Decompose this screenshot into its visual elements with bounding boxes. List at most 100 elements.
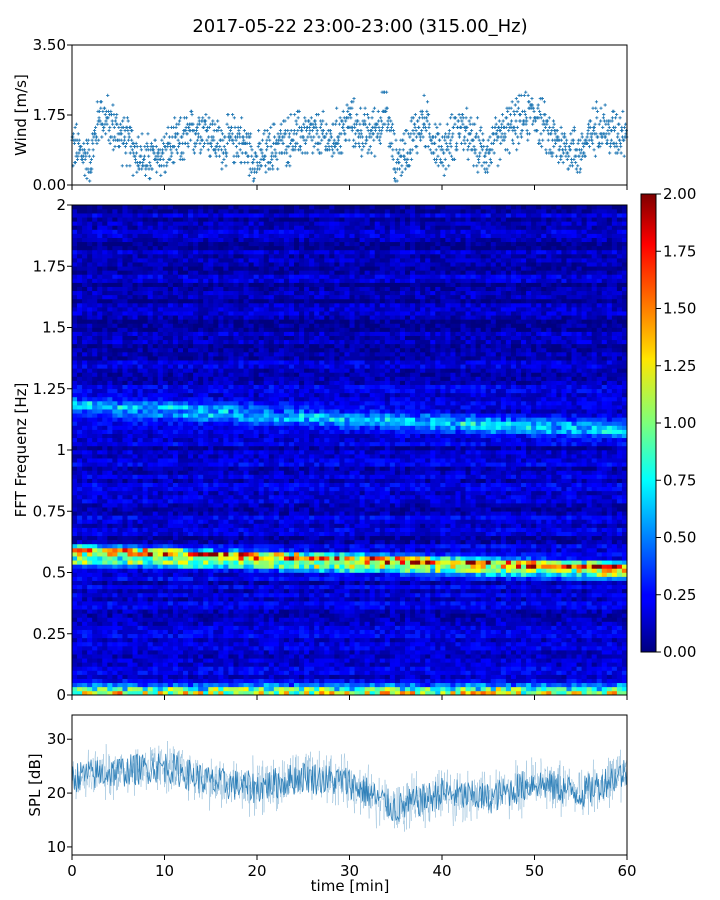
wind-point bbox=[101, 129, 105, 133]
spectrogram-cell bbox=[188, 572, 194, 577]
spectrogram-cell bbox=[536, 576, 542, 581]
spectrogram-cell bbox=[440, 601, 446, 606]
spectrogram-cell bbox=[122, 625, 128, 630]
spectrogram-cell bbox=[92, 580, 98, 586]
spectrogram-cell bbox=[142, 568, 148, 573]
spectrogram-cell bbox=[465, 597, 471, 602]
spectrogram-cell bbox=[591, 674, 598, 679]
spectrogram-cell bbox=[490, 686, 497, 692]
spectrogram-cell bbox=[72, 576, 78, 581]
spectrogram-cell bbox=[248, 597, 254, 602]
spectrogram-cell bbox=[157, 674, 164, 679]
spectrogram-cell bbox=[304, 646, 310, 651]
spectrogram-cell bbox=[551, 682, 557, 688]
spectrogram-cell bbox=[278, 641, 285, 647]
spectrogram-cell bbox=[117, 654, 123, 659]
spectrogram-cell bbox=[314, 621, 320, 626]
spectrogram-cell bbox=[112, 666, 118, 671]
spectrogram-cell bbox=[430, 646, 436, 651]
spectrogram-cell bbox=[319, 633, 325, 639]
spectrogram-cell bbox=[82, 637, 88, 643]
spectrogram-cell bbox=[531, 572, 537, 577]
spectrogram-cell bbox=[97, 588, 103, 594]
spectrogram-cell bbox=[183, 568, 189, 573]
spectrogram-cell bbox=[435, 670, 441, 675]
spectrogram-cell bbox=[455, 625, 461, 630]
spectrogram-cell bbox=[379, 613, 386, 618]
wind-point bbox=[207, 116, 211, 120]
spectrogram-cell bbox=[112, 568, 118, 573]
spectrogram-cell bbox=[475, 572, 481, 577]
spectrogram-cell bbox=[137, 646, 143, 651]
spectrogram-cell bbox=[384, 584, 391, 590]
spectrogram-cell bbox=[218, 674, 224, 679]
spectrogram-cell bbox=[495, 629, 502, 635]
spectrogram-cell bbox=[611, 621, 618, 626]
wind-point bbox=[115, 113, 119, 117]
spectrogram-cell bbox=[405, 609, 411, 614]
spectrogram-cell bbox=[455, 601, 461, 606]
spectrogram-cell bbox=[495, 662, 502, 667]
spectrogram-cell bbox=[162, 654, 169, 659]
spectrogram-cell bbox=[410, 674, 416, 679]
spectrogram-cell bbox=[616, 666, 623, 671]
spectrogram-cell bbox=[193, 625, 199, 630]
wind-point bbox=[234, 138, 238, 142]
spectrogram-cell bbox=[228, 682, 234, 688]
spectrogram-cell bbox=[203, 654, 209, 659]
spectrogram-cell bbox=[132, 654, 138, 659]
spectrogram-cell bbox=[445, 609, 451, 614]
spectrogram-cell bbox=[162, 658, 169, 663]
wind-point bbox=[91, 148, 95, 152]
spectrogram-cell bbox=[369, 646, 376, 651]
spectrogram-cell bbox=[132, 629, 138, 635]
wind-point bbox=[131, 173, 135, 177]
spectrogram-cell bbox=[425, 646, 431, 651]
spectrogram-cell bbox=[324, 629, 330, 635]
spectrogram-cell bbox=[344, 629, 350, 635]
spectrogram-cell bbox=[263, 572, 270, 577]
wind-point bbox=[110, 122, 115, 126]
spectrogram-cell bbox=[238, 674, 244, 679]
spectrogram-cell bbox=[359, 637, 365, 643]
spectrogram-cell bbox=[571, 674, 577, 679]
spectrogram-cell bbox=[435, 646, 441, 651]
spectrogram-cell bbox=[299, 678, 305, 684]
spectrogram-cell bbox=[92, 658, 98, 663]
spectrogram-cell bbox=[369, 633, 376, 639]
spectrogram-cell bbox=[203, 588, 209, 594]
spectrogram-cell bbox=[536, 605, 542, 610]
spectrogram-cell bbox=[288, 637, 295, 643]
spectrogram-cell bbox=[268, 662, 275, 667]
spectrogram-cell bbox=[283, 682, 290, 688]
spectrogram-cell bbox=[268, 686, 275, 692]
spectrogram-cell bbox=[172, 674, 179, 679]
spectrogram-cell bbox=[283, 576, 290, 581]
spectrogram-cell bbox=[561, 592, 567, 598]
wind-point bbox=[123, 145, 128, 149]
spectrogram-cell bbox=[359, 629, 365, 635]
spectrogram-cell bbox=[107, 576, 113, 581]
spectrogram-cell bbox=[425, 637, 431, 643]
spectrogram-cell bbox=[566, 637, 572, 643]
spectrogram-cell bbox=[621, 674, 628, 679]
wind-point bbox=[232, 154, 236, 158]
spectrogram-cell bbox=[117, 670, 123, 675]
spectrogram-cell bbox=[304, 576, 310, 581]
spectrogram-cell bbox=[268, 617, 275, 622]
spectrogram-cell bbox=[208, 572, 214, 577]
spectrogram-cell bbox=[258, 686, 265, 692]
spectrogram-cell bbox=[162, 633, 169, 639]
spectrogram-cell bbox=[193, 572, 199, 577]
spectrogram-cell bbox=[495, 597, 502, 602]
wind-point bbox=[86, 138, 90, 142]
spectrogram-cell bbox=[132, 658, 138, 663]
spectrogram-cell bbox=[137, 678, 143, 684]
spectrogram-cell bbox=[233, 621, 239, 626]
spectrogram-cell bbox=[127, 678, 133, 684]
spectrogram-cell bbox=[551, 576, 557, 581]
wind-point bbox=[198, 122, 202, 126]
spectrogram-cell bbox=[243, 576, 249, 581]
spectrogram-cell bbox=[117, 641, 123, 647]
wind-point bbox=[155, 170, 159, 174]
